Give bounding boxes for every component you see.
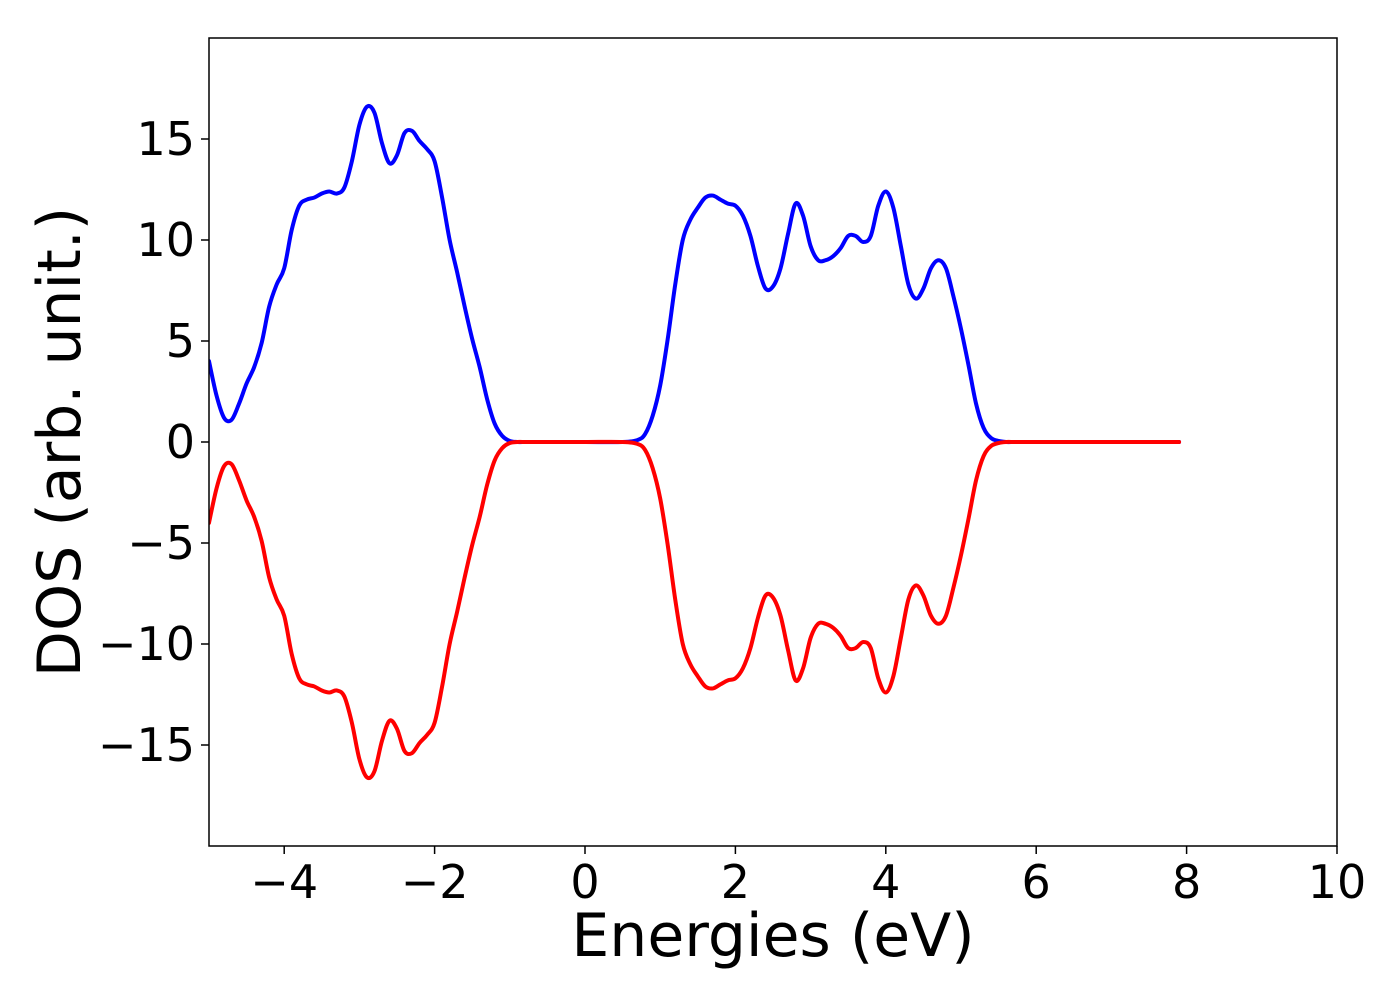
series-layer [209,103,1182,781]
x-tick-label: 6 [1022,855,1051,909]
x-tick-label: 8 [1172,855,1201,909]
x-tick-label: 10 [1308,855,1367,909]
y-tick-label: −10 [98,617,195,671]
series-line-1 [209,439,1182,781]
x-tick-label: −4 [250,855,318,909]
y-axis-label: DOS (arb. unit.) [25,207,95,677]
y-tick-label: 5 [166,314,195,368]
y-tick-label: 0 [166,415,195,469]
y-tick-label: 15 [136,112,195,166]
x-tick-label: 4 [871,855,900,909]
y-axis-ticks: −15 −10 −5 0 5 10 15 [98,112,209,772]
x-tick-label: −2 [401,855,469,909]
y-tick-label: −15 [98,718,195,772]
y-tick-label: 10 [136,213,195,267]
x-axis-ticks: −4 −2 0 2 4 6 8 10 [250,846,1366,909]
y-tick-label: −5 [127,516,195,570]
series-line-0 [209,103,1182,445]
x-tick-label: 2 [721,855,750,909]
x-tick-label: 0 [570,855,599,909]
x-axis-label: Energies (eV) [571,901,974,971]
